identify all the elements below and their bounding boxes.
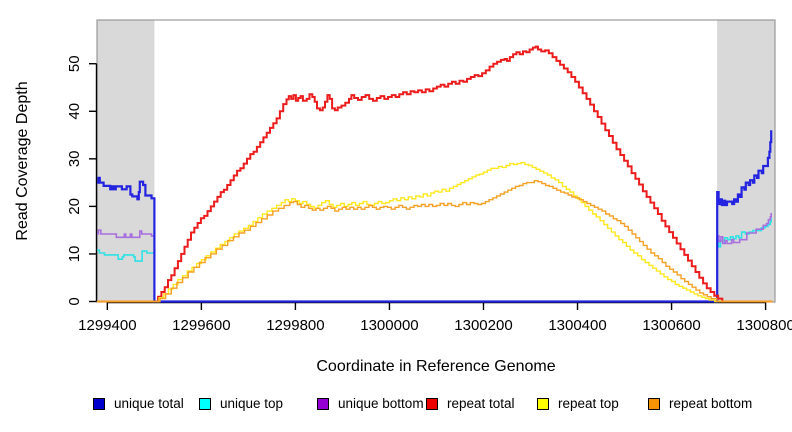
legend-label: unique top — [220, 396, 284, 411]
repeat-total-swatch-icon — [426, 397, 438, 410]
x-tick-label: 1300000 — [360, 317, 418, 334]
legend-item-unique-top: unique top — [199, 396, 283, 411]
y-tick-label: 40 — [66, 103, 83, 120]
unique-total-swatch-icon — [93, 397, 105, 410]
repeat-bottom-swatch-icon — [648, 397, 660, 410]
coverage-plot: 0 10 20 30 40 50 1299400 1299600 1299800 1300000 1… — [14, 19, 792, 375]
legend-label: unique bottom — [338, 396, 424, 411]
y-axis-title: Read Coverage Depth — [14, 81, 31, 240]
y-tick-label: 50 — [66, 55, 83, 72]
series-line-unique-bottom — [97, 213, 772, 303]
legend-label: repeat top — [558, 396, 619, 411]
legend-label: unique total — [114, 396, 184, 411]
unique-top-swatch-icon — [199, 397, 211, 410]
x-tick-label: 1300400 — [548, 317, 606, 334]
series-line-repeat-top — [97, 161, 773, 303]
x-tick-label: 1300600 — [642, 317, 700, 334]
legend: unique total unique top unique bottom re… — [0, 396, 792, 420]
legend-item-unique-bottom: unique bottom — [317, 396, 424, 411]
x-tick-label: 1299400 — [78, 317, 136, 334]
x-tick-label: 1299800 — [266, 317, 324, 334]
series-line-unique-total — [97, 130, 773, 303]
repeat-top-swatch-icon — [537, 397, 549, 410]
legend-item-repeat-total: repeat total — [426, 396, 515, 411]
x-axis-title: Coordinate in Reference Genome — [316, 358, 555, 375]
y-tick-label: 30 — [66, 150, 83, 167]
masked-region — [97, 20, 155, 302]
y-tick-label: 0 — [66, 297, 83, 305]
legend-label: repeat bottom — [669, 396, 753, 411]
legend-item-repeat-bottom: repeat bottom — [648, 396, 752, 411]
legend-item-repeat-top: repeat top — [537, 396, 619, 411]
x-tick-label: 1299600 — [172, 317, 230, 334]
y-tick-label: 20 — [66, 198, 83, 215]
masked-region — [717, 20, 775, 302]
series-line-repeat-total — [97, 45, 773, 303]
x-tick-label: 1300800 — [736, 317, 792, 334]
legend-label: repeat total — [447, 396, 515, 411]
series-line-unique-top — [97, 218, 772, 303]
plot-box — [96, 19, 776, 303]
x-tick-label: 1300200 — [454, 317, 512, 334]
series-line-repeat-bottom — [97, 180, 773, 303]
y-tick-label: 10 — [66, 246, 83, 263]
unique-bottom-swatch-icon — [317, 397, 329, 410]
legend-item-unique-total: unique total — [93, 396, 184, 411]
